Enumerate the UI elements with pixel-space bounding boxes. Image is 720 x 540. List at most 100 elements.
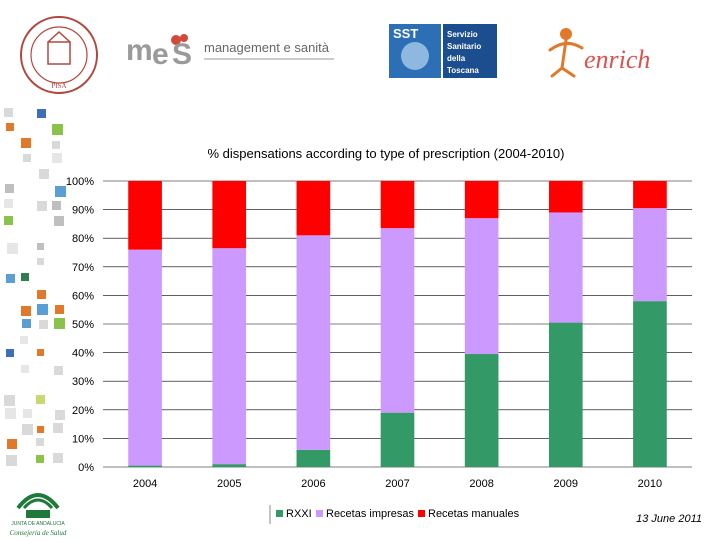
bar-segment <box>464 218 499 355</box>
legend: RXXI Recetas impresas Recetas manuales <box>269 505 520 524</box>
x-tick-label: 2009 <box>554 478 578 490</box>
bar-segment <box>548 181 583 213</box>
x-tick-label: 2010 <box>638 478 662 490</box>
mosaic-tile <box>36 438 44 446</box>
mes-brand-text: management e sanità <box>204 40 330 55</box>
sst-line-4: Toscana <box>447 66 479 75</box>
legend-swatch <box>276 510 283 517</box>
svg-text:e: e <box>152 38 169 71</box>
bar-segment <box>296 449 331 467</box>
bar-segment <box>212 464 247 467</box>
mosaic-tile <box>54 318 65 329</box>
y-tick-label: 50% <box>72 319 94 331</box>
mosaic-tile <box>55 186 66 197</box>
y-tick-label: 40% <box>72 348 94 360</box>
y-tick-label: 100% <box>66 176 94 188</box>
y-tick-label: 70% <box>72 262 94 274</box>
mosaic-tile <box>7 243 18 254</box>
mosaic-tile <box>52 201 61 210</box>
mosaic-tile <box>22 424 33 435</box>
date-label: 13 June 2011 <box>636 513 702 525</box>
seal-text: PISA <box>51 82 66 90</box>
x-tick-label: 2007 <box>385 478 409 490</box>
bar-segment <box>296 181 331 236</box>
mosaic-tile <box>39 169 49 179</box>
bar-segment <box>633 301 667 467</box>
svg-text:m: m <box>126 34 153 67</box>
sidebar-mosaic <box>0 108 72 480</box>
mosaic-tile <box>36 455 44 463</box>
mosaic-tile <box>37 258 44 265</box>
bar-segment <box>380 181 415 229</box>
mosaic-tile <box>39 320 48 329</box>
sst-badge: SST <box>393 26 418 41</box>
mosaic-tile <box>7 439 17 449</box>
mosaic-tile <box>52 153 62 163</box>
sst-line-1: Servizio <box>447 30 478 39</box>
mosaic-tile <box>5 408 16 419</box>
mosaic-tile <box>53 423 63 433</box>
bar-segment <box>128 465 162 467</box>
consejeria-text: Consejería de Salud <box>10 529 67 537</box>
x-tick-label: 2004 <box>133 478 157 490</box>
sst-line-2: Sanitario <box>447 42 481 51</box>
bar-segment <box>464 354 499 467</box>
bar-segment <box>128 181 162 250</box>
mosaic-tile <box>52 141 60 149</box>
mosaic-tile <box>4 216 13 225</box>
y-tick-label: 10% <box>72 433 94 445</box>
mosaic-tile <box>37 290 46 299</box>
bar-segment <box>548 322 583 467</box>
mosaic-tile <box>4 108 13 117</box>
legend-label: RXXI <box>286 508 312 520</box>
x-tick-label: 2006 <box>301 478 325 490</box>
mosaic-tile <box>54 366 63 375</box>
enrich-text: enrich <box>584 45 650 74</box>
enrich-logo: enrich <box>548 28 650 78</box>
mosaic-tile <box>37 304 48 315</box>
mosaic-tile <box>21 306 31 316</box>
sst-logo: SST Servizio Sanitario della Toscana <box>389 24 497 78</box>
mosaic-tile <box>36 395 45 404</box>
x-axis-ticks: 2004 2005 2006 2007 2008 2009 2010 <box>133 478 662 490</box>
mosaic-tile <box>22 319 31 328</box>
mes-logo: m e S management e sanità <box>126 34 334 71</box>
mosaic-tile <box>4 395 15 406</box>
mosaic-tile <box>55 305 64 314</box>
mosaic-tile <box>21 365 29 373</box>
mosaic-tile <box>6 455 17 466</box>
bar-segment <box>633 181 667 209</box>
x-tick-label: 2005 <box>217 478 241 490</box>
mosaic-tile <box>37 426 44 433</box>
mosaic-tile <box>6 274 15 283</box>
x-tick-label: 2008 <box>469 478 493 490</box>
mosaic-tile <box>6 123 14 131</box>
mosaic-tile <box>55 410 65 420</box>
bar-segment <box>464 181 499 219</box>
y-tick-label: 0% <box>78 462 94 474</box>
y-tick-label: 30% <box>72 376 94 388</box>
bar-segment <box>548 212 583 323</box>
mosaic-tile <box>54 216 64 226</box>
y-tick-label: 90% <box>72 205 94 217</box>
mosaic-tile <box>37 243 44 250</box>
sst-line-3: della <box>447 54 466 63</box>
y-tick-label: 80% <box>72 233 94 245</box>
mosaic-tile <box>20 336 28 344</box>
junta-andalucia-logo: JUNTA DE ANDALUCIA Consejería de Salud <box>10 493 67 537</box>
mosaic-tile <box>21 273 29 281</box>
y-tick-label: 20% <box>72 405 94 417</box>
legend-swatch <box>316 510 323 517</box>
bar-segment <box>128 249 162 466</box>
bar-segment <box>212 181 247 249</box>
chart-title: % dispensations according to type of pre… <box>208 146 565 161</box>
mosaic-tile <box>23 154 31 162</box>
mosaic-tile <box>21 138 31 148</box>
mosaic-tile <box>53 453 63 463</box>
mosaic-tile <box>37 201 47 211</box>
mosaic-tile <box>52 124 63 135</box>
mosaic-tile <box>4 199 13 208</box>
y-tick-label: 60% <box>72 290 94 302</box>
y-axis-ticks: 0% 10% 20% 30% 40% 50% 60% 70% 80% 90% 100% <box>66 176 94 474</box>
